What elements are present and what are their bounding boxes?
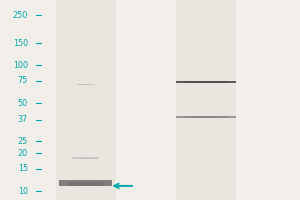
Bar <box>80 158 91 159</box>
Bar <box>183 81 228 83</box>
Text: 50: 50 <box>18 99 28 108</box>
Bar <box>77 84 95 85</box>
Text: 250: 250 <box>13 11 28 20</box>
Text: 37: 37 <box>18 115 28 124</box>
Bar <box>82 84 89 85</box>
Bar <box>72 157 99 159</box>
Text: 100: 100 <box>13 61 28 70</box>
Text: 150: 150 <box>13 39 28 48</box>
Bar <box>176 116 236 118</box>
Text: 10: 10 <box>18 187 28 196</box>
Bar <box>192 117 219 118</box>
Bar <box>59 180 112 186</box>
Text: 20: 20 <box>18 149 28 158</box>
Text: 75: 75 <box>18 76 28 85</box>
Bar <box>56 0 116 200</box>
Bar <box>80 84 92 85</box>
Bar <box>176 0 236 200</box>
Bar <box>176 81 236 83</box>
Bar <box>75 183 96 186</box>
Bar <box>183 116 228 118</box>
Bar <box>76 158 95 159</box>
Text: 15: 15 <box>18 164 28 173</box>
Bar <box>67 182 104 186</box>
Text: 25: 25 <box>18 137 28 146</box>
Bar <box>192 82 219 83</box>
